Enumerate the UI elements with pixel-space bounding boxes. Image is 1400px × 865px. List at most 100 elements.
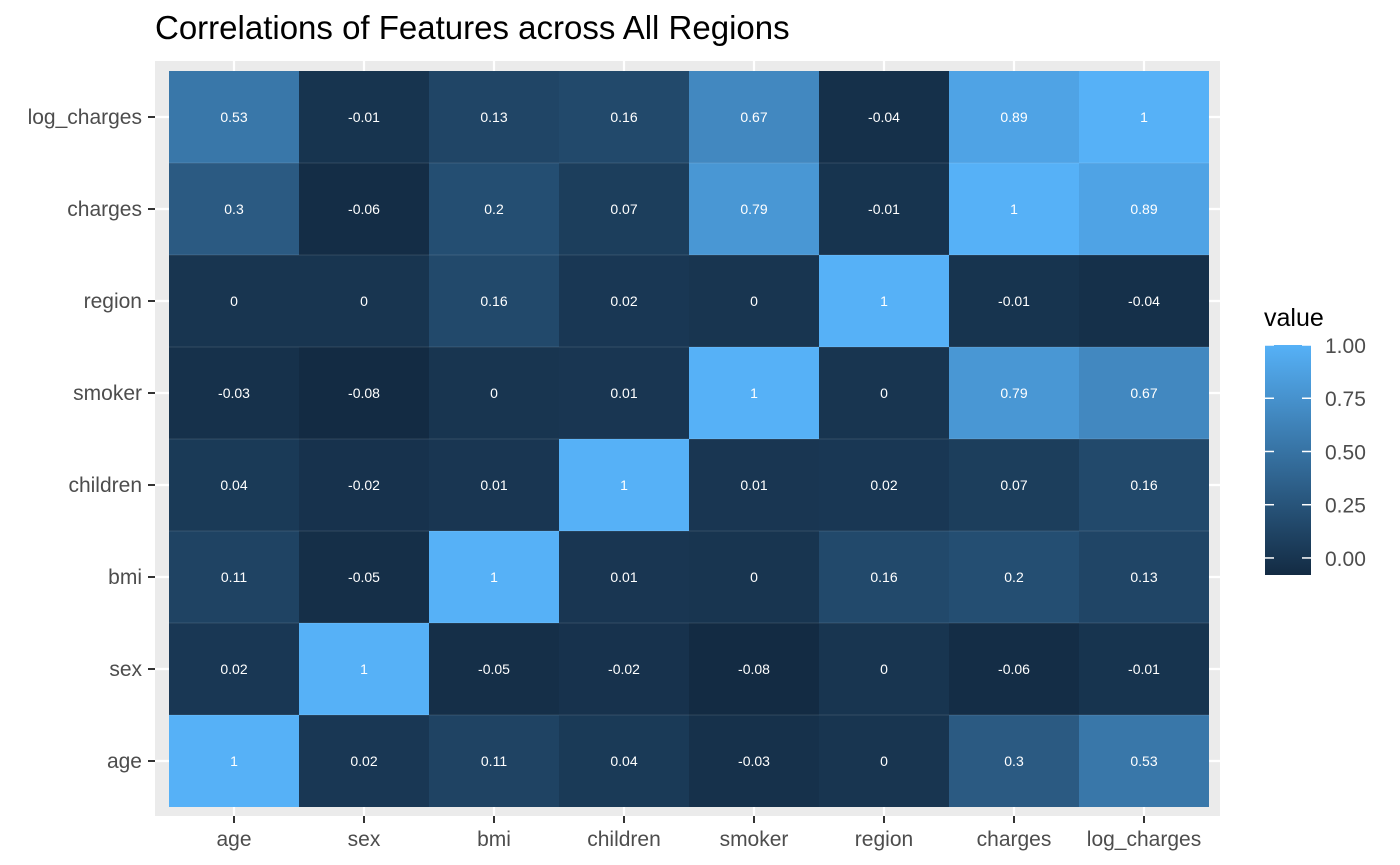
cell-value-label: 0 — [880, 753, 888, 769]
x-tick-label: sex — [348, 828, 381, 851]
heatmap-cell-region-smoker — [819, 347, 949, 439]
y-tick-label: age — [107, 750, 142, 773]
cell-value-label: 0.53 — [1130, 753, 1157, 769]
heatmap-cell-charges-age — [949, 715, 1079, 807]
heatmap-cell-bmi-sex — [429, 623, 559, 715]
cell-value-label: -0.02 — [348, 477, 380, 493]
cell-value-label: 0.16 — [610, 109, 637, 125]
cell-value-label: 0.13 — [480, 109, 507, 125]
heatmap-cell-smoker-smoker — [689, 347, 819, 439]
heatmap-cell-charges-children — [949, 439, 1079, 531]
heatmap-cell-bmi-children — [429, 439, 559, 531]
cell-value-label: 0.16 — [870, 569, 897, 585]
y-tick-label: log_charges — [28, 106, 142, 129]
cell-value-label: 0.89 — [1130, 201, 1157, 217]
heatmap-cell-log_charges-charges — [1079, 163, 1209, 255]
heatmap-cell-smoker-region — [689, 255, 819, 347]
legend-colorbar — [1265, 345, 1311, 575]
cell-value-label: 0.11 — [481, 753, 507, 769]
cell-value-label: 0.89 — [1000, 109, 1027, 125]
x-tick-label: log_charges — [1087, 828, 1201, 851]
legend-title: value — [1264, 304, 1324, 332]
heatmap-cell-log_charges-children — [1079, 439, 1209, 531]
y-tick-label: children — [68, 474, 142, 497]
cell-value-label: 0.3 — [224, 201, 244, 217]
heatmap-cell-age-sex — [169, 623, 299, 715]
heatmap-cell-sex-smoker — [299, 347, 429, 439]
heatmap-cell-smoker-charges — [689, 163, 819, 255]
heatmap-cell-region-bmi — [819, 531, 949, 623]
cell-value-label: -0.02 — [608, 661, 640, 677]
heatmap-cell-labels: 1 0.02 0.11 0.04 -0.03 0 0.3 0.53 0.02 1 -0.05 -0.0… — [169, 109, 1209, 769]
heatmap-cell-charges-region — [949, 255, 1079, 347]
cell-value-label: 0.79 — [1000, 385, 1027, 401]
cell-value-label: 0.01 — [480, 477, 507, 493]
heatmap-cell-age-region — [169, 255, 299, 347]
heatmap-cell-bmi-region — [429, 255, 559, 347]
heatmap-cell-bmi-age — [429, 715, 559, 807]
heatmap-cell-log_charges-sex — [1079, 623, 1209, 715]
cell-value-label: 0 — [360, 293, 368, 309]
heatmap-cell-age-charges — [169, 163, 299, 255]
cell-value-label: 1 — [360, 661, 368, 677]
heatmap-cell-region-age — [819, 715, 949, 807]
y-tick-label: bmi — [108, 566, 142, 589]
heatmap-cell-log_charges-log_charges — [1079, 71, 1209, 163]
y-tick-label: charges — [67, 198, 142, 221]
cell-value-label: 0.02 — [350, 753, 377, 769]
legend-tick-label: 0.75 — [1325, 388, 1366, 411]
heatmap-cell-region-region — [819, 255, 949, 347]
heatmap-cell-sex-bmi — [299, 531, 429, 623]
heatmap-cell-charges-bmi — [949, 531, 1079, 623]
cell-value-label: 0.01 — [610, 569, 637, 585]
heatmap-cell-children-smoker — [559, 347, 689, 439]
cell-value-label: -0.01 — [998, 293, 1030, 309]
heatmap-cell-log_charges-age — [1079, 715, 1209, 807]
heatmap-cell-sex-region — [299, 255, 429, 347]
cell-value-label: 0.67 — [1130, 385, 1157, 401]
cell-value-label: 0.02 — [220, 661, 247, 677]
cell-value-label: 0.07 — [1000, 477, 1027, 493]
cell-value-label: -0.03 — [738, 753, 770, 769]
cell-value-label: -0.08 — [738, 661, 770, 677]
cell-value-label: -0.05 — [478, 661, 510, 677]
cell-value-label: 0.02 — [870, 477, 897, 493]
y-tick-label: region — [84, 290, 142, 313]
cell-value-label: -0.06 — [348, 201, 380, 217]
heatmap-cells — [169, 71, 1209, 807]
cell-value-label: 1 — [1010, 201, 1018, 217]
legend-tick-label: 0.25 — [1325, 495, 1366, 518]
heatmap-cell-children-log_charges — [559, 71, 689, 163]
heatmap-cell-children-charges — [559, 163, 689, 255]
heatmap-cell-bmi-charges — [429, 163, 559, 255]
y-tick-label: sex — [109, 658, 142, 681]
cell-value-label: 0 — [490, 385, 498, 401]
cell-value-label: 0.04 — [610, 753, 637, 769]
cell-value-label: 0 — [750, 569, 758, 585]
cell-value-label: -0.04 — [868, 109, 900, 125]
cell-value-label: 1 — [1140, 109, 1148, 125]
x-tick-label: smoker — [720, 828, 789, 851]
heatmap-cell-sex-sex — [299, 623, 429, 715]
cell-value-label: 0 — [880, 661, 888, 677]
y-axis: age sex bmi children smoker region charges log_… — [28, 106, 155, 773]
cell-value-label: 1 — [620, 477, 628, 493]
cell-value-label: -0.08 — [348, 385, 380, 401]
y-tick-label: smoker — [73, 382, 142, 405]
heatmap-cell-region-sex — [819, 623, 949, 715]
heatmap-cell-age-children — [169, 439, 299, 531]
cell-value-label: 0.11 — [221, 569, 247, 585]
cell-value-label: 0.16 — [480, 293, 507, 309]
heatmap-cell-age-smoker — [169, 347, 299, 439]
cell-value-label: 0 — [880, 385, 888, 401]
cell-value-label: 0.01 — [740, 477, 767, 493]
cell-value-label: 0.04 — [220, 477, 247, 493]
heatmap-cell-charges-log_charges — [949, 71, 1079, 163]
cell-value-label: 0.53 — [220, 109, 247, 125]
cell-value-label: 1 — [750, 385, 758, 401]
heatmap-cell-sex-log_charges — [299, 71, 429, 163]
heatmap-cell-smoker-age — [689, 715, 819, 807]
chart-title: Correlations of Features across All Regi… — [155, 9, 790, 46]
cell-value-label: 1 — [490, 569, 498, 585]
